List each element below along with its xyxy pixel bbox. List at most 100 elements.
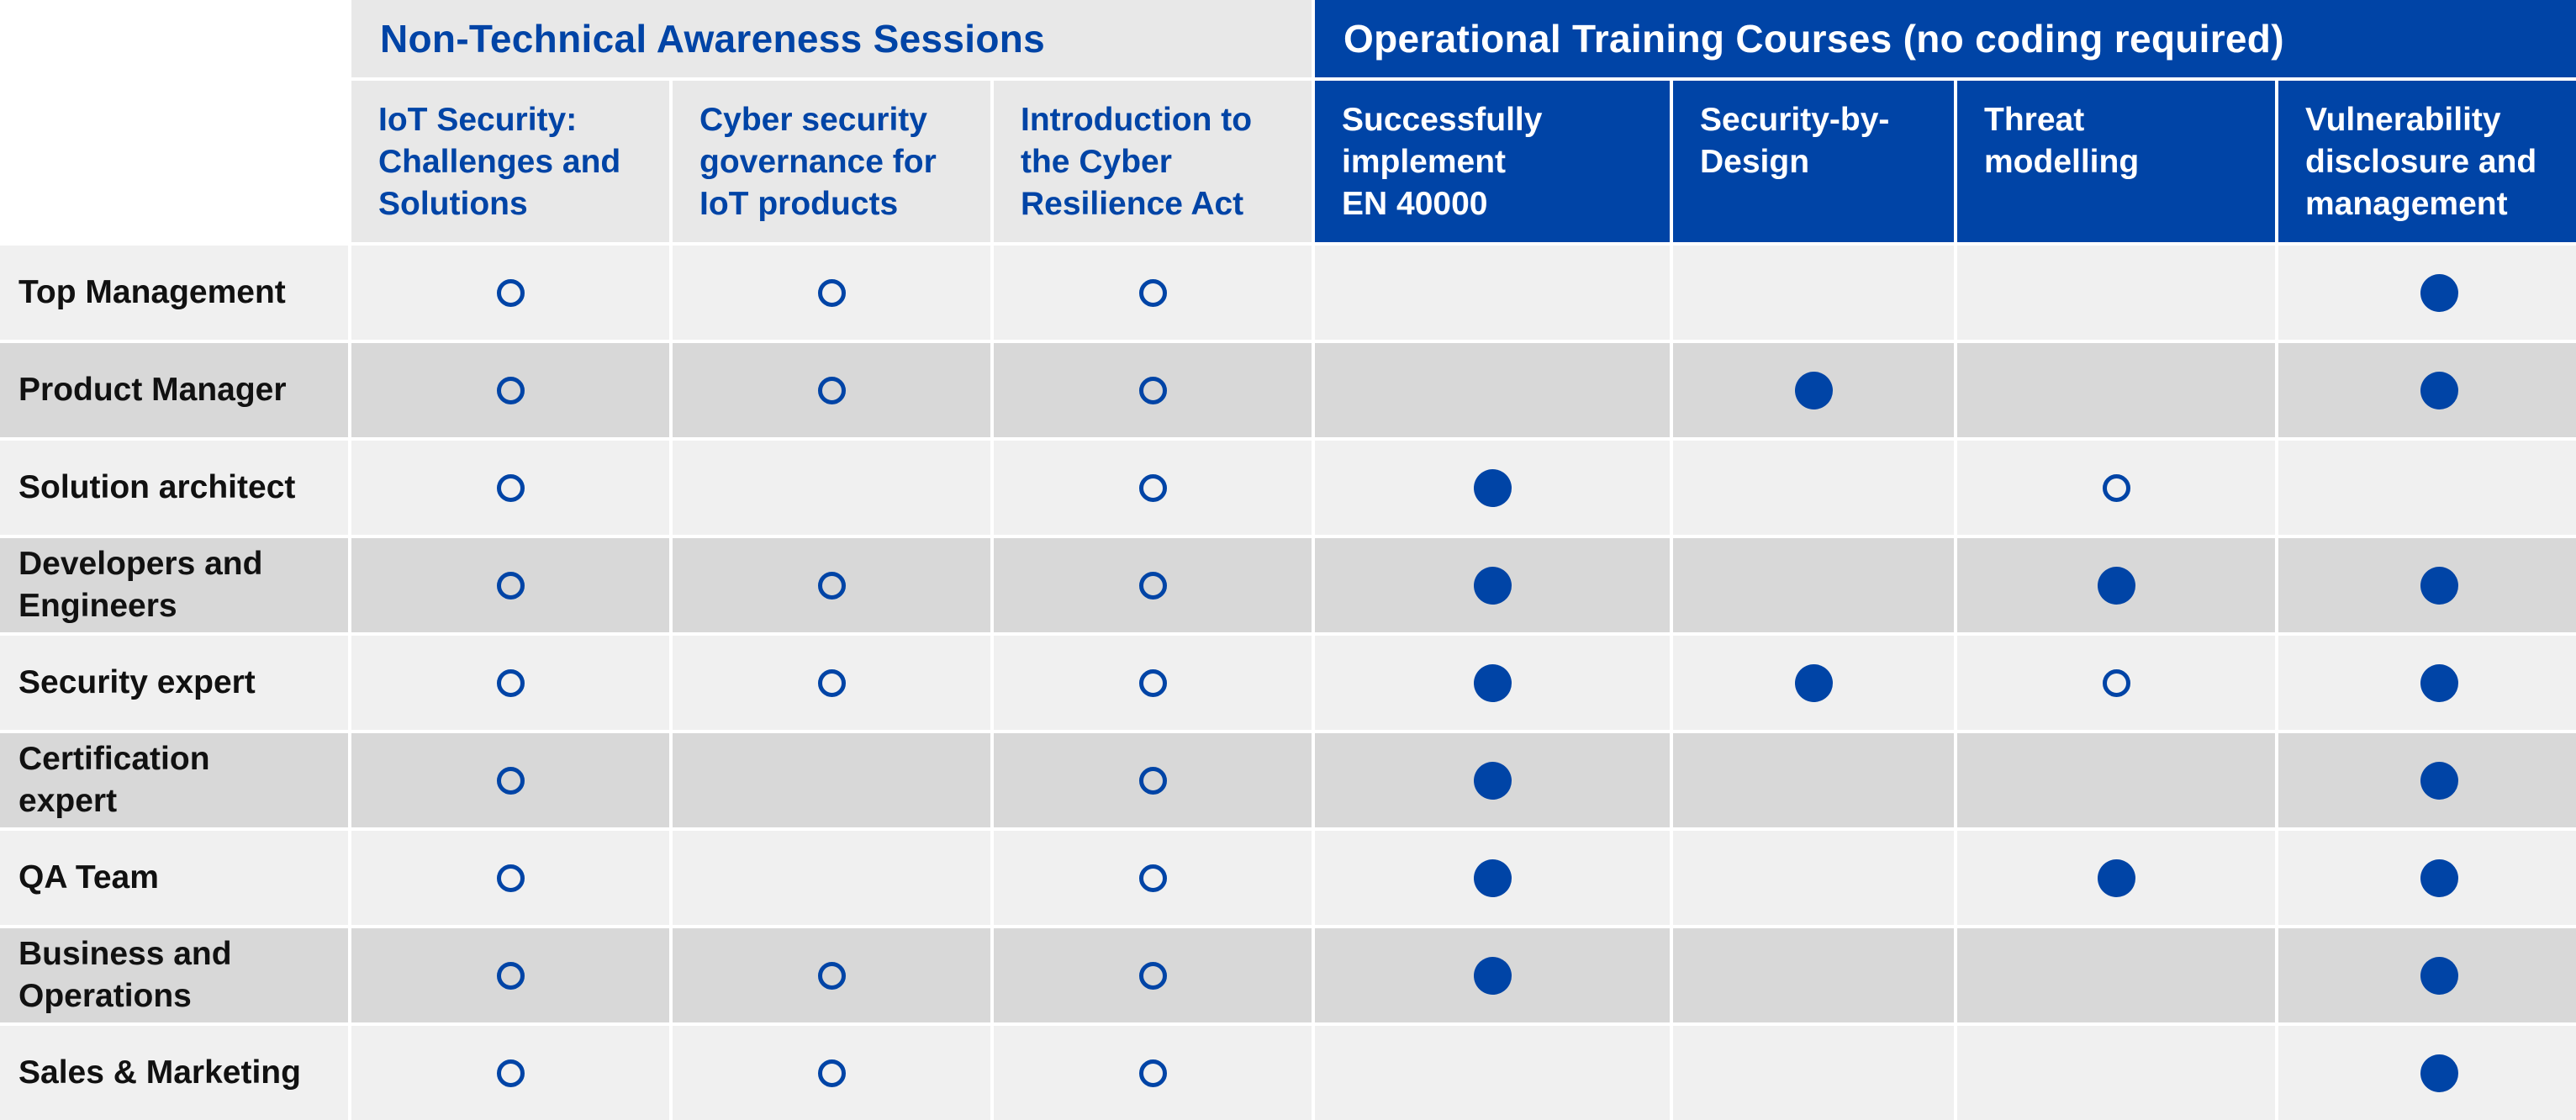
matrix-cell (2278, 1026, 2576, 1120)
matrix-cell (351, 1026, 669, 1120)
matrix-cell (1315, 343, 1670, 437)
column-header-7: Vulnerability disclosure and management (2278, 81, 2576, 242)
matrix-cell (1315, 831, 1670, 925)
matrix-cell (2278, 636, 2576, 730)
open-circle-icon (817, 571, 846, 600)
filled-circle-icon (2420, 858, 2458, 897)
matrix-cell (994, 831, 1312, 925)
matrix-cell (1957, 343, 2275, 437)
filled-circle-icon (2420, 371, 2458, 409)
matrix-cell (673, 441, 990, 535)
open-circle-icon (1138, 766, 1167, 795)
open-circle-icon (817, 376, 846, 404)
open-circle-icon (496, 961, 525, 990)
column-header-1: IoT Security: Challenges and Solutions (351, 81, 669, 242)
matrix-cell (673, 733, 990, 827)
matrix-cell (351, 538, 669, 632)
matrix-cell (1315, 733, 1670, 827)
filled-circle-icon (2420, 761, 2458, 800)
matrix-cell (1673, 441, 1954, 535)
matrix-cell (673, 1026, 990, 1120)
matrix-cell (994, 928, 1312, 1022)
matrix-cell (2278, 343, 2576, 437)
matrix-cell (673, 343, 990, 437)
open-circle-icon (1138, 864, 1167, 892)
role-label: Business and Operations (0, 928, 348, 1022)
filled-circle-icon (1794, 371, 1833, 409)
matrix-cell (1673, 1026, 1954, 1120)
matrix-cell (673, 831, 990, 925)
matrix-cell (1673, 636, 1954, 730)
open-circle-icon (817, 278, 846, 307)
matrix-cell (1673, 733, 1954, 827)
matrix-cell (2278, 831, 2576, 925)
open-circle-icon (496, 864, 525, 892)
matrix-cell (1315, 246, 1670, 340)
role-label: Developers and Engineers (0, 538, 348, 632)
open-circle-icon (1138, 668, 1167, 697)
matrix-cell (994, 343, 1312, 437)
column-header-6: Threat modelling (1957, 81, 2275, 242)
matrix-cell (1673, 538, 1954, 632)
open-circle-icon (1138, 961, 1167, 990)
matrix-cell (994, 1026, 1312, 1120)
filled-circle-icon (1473, 663, 1512, 702)
matrix-cell (994, 538, 1312, 632)
matrix-cell (1957, 928, 2275, 1022)
filled-circle-icon (2097, 858, 2135, 897)
matrix-cell (673, 636, 990, 730)
open-circle-icon (1138, 278, 1167, 307)
matrix-cell (351, 831, 669, 925)
matrix-cell (351, 343, 669, 437)
open-circle-icon (1138, 571, 1167, 600)
group-header-non-technical: Non-Technical Awareness Sessions (351, 0, 1312, 77)
matrix-cell (2278, 928, 2576, 1022)
matrix-cell (673, 538, 990, 632)
matrix-cell (1315, 928, 1670, 1022)
role-label: QA Team (0, 831, 348, 925)
matrix-cell (994, 441, 1312, 535)
open-circle-icon (817, 668, 846, 697)
filled-circle-icon (1473, 956, 1512, 995)
open-circle-icon (2102, 473, 2130, 502)
role-label: Sales & Marketing (0, 1026, 348, 1120)
open-circle-icon (496, 766, 525, 795)
filled-circle-icon (2420, 566, 2458, 605)
role-label: Certification expert (0, 733, 348, 827)
matrix-cell (1673, 246, 1954, 340)
open-circle-icon (1138, 473, 1167, 502)
filled-circle-icon (2420, 663, 2458, 702)
column-header-5: Security-by- Design (1673, 81, 1954, 242)
role-label: Solution architect (0, 441, 348, 535)
matrix-cell (1957, 538, 2275, 632)
column-header-3: Introduction to the Cyber Resilience Act (994, 81, 1312, 242)
filled-circle-icon (2420, 273, 2458, 312)
open-circle-icon (2102, 668, 2130, 697)
matrix-cell (351, 636, 669, 730)
matrix-cell (1957, 636, 2275, 730)
filled-circle-icon (1473, 566, 1512, 605)
matrix-cell (673, 928, 990, 1022)
matrix-cell (1315, 441, 1670, 535)
filled-circle-icon (1473, 858, 1512, 897)
filled-circle-icon (2097, 566, 2135, 605)
filled-circle-icon (2420, 1054, 2458, 1092)
open-circle-icon (496, 668, 525, 697)
matrix-cell (1673, 928, 1954, 1022)
matrix-cell (1957, 831, 2275, 925)
group-header-operational: Operational Training Courses (no coding … (1315, 0, 2576, 77)
matrix-cell (994, 733, 1312, 827)
matrix-cell (1673, 831, 1954, 925)
matrix-cell (2278, 538, 2576, 632)
open-circle-icon (496, 376, 525, 404)
matrix-cell (2278, 441, 2576, 535)
open-circle-icon (496, 278, 525, 307)
filled-circle-icon (1473, 468, 1512, 507)
corner-blank-cell (0, 0, 348, 242)
matrix-cell (994, 246, 1312, 340)
column-header-4: Successfully implement EN 40000 (1315, 81, 1670, 242)
matrix-cell (1957, 441, 2275, 535)
column-header-2: Cyber security governance for IoT produc… (673, 81, 990, 242)
matrix-cell (1957, 733, 2275, 827)
